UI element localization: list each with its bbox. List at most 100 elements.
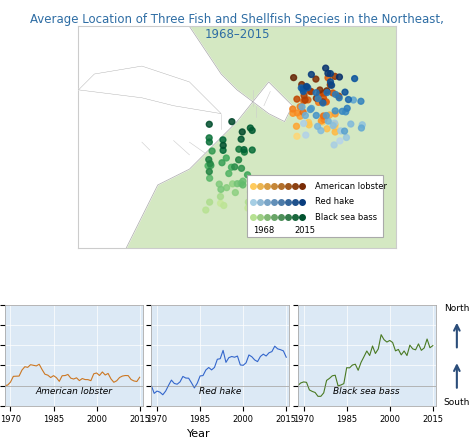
- Point: [332, 91, 339, 98]
- Text: South: South: [444, 398, 470, 407]
- Point: [298, 103, 306, 110]
- Point: [206, 175, 213, 182]
- Text: North: North: [444, 304, 470, 313]
- Point: [301, 97, 309, 104]
- Point: [327, 70, 334, 77]
- Polygon shape: [79, 66, 221, 114]
- Point: [206, 138, 213, 146]
- Point: [235, 146, 243, 153]
- Point: [305, 119, 312, 126]
- Point: [206, 198, 213, 206]
- Point: [229, 180, 237, 187]
- Point: [217, 193, 224, 200]
- Point: [302, 84, 310, 91]
- Point: [302, 131, 310, 138]
- Point: [308, 105, 315, 112]
- Point: [235, 156, 242, 163]
- Point: [338, 108, 346, 115]
- Point: [321, 98, 329, 105]
- Point: [323, 89, 331, 96]
- Point: [324, 74, 332, 81]
- Point: [316, 90, 323, 97]
- Point: [331, 122, 339, 129]
- Point: [322, 112, 330, 119]
- Point: [296, 113, 304, 120]
- Point: [244, 171, 251, 178]
- Point: [343, 134, 350, 141]
- Point: [330, 142, 338, 149]
- Point: [358, 124, 365, 131]
- Point: [217, 200, 224, 207]
- Point: [204, 162, 212, 169]
- Point: [223, 184, 230, 191]
- Point: [350, 97, 357, 104]
- Point: [307, 106, 314, 113]
- Point: [298, 81, 306, 88]
- Point: [217, 186, 225, 193]
- Polygon shape: [79, 26, 292, 248]
- Point: [345, 96, 352, 103]
- Point: [326, 112, 333, 119]
- Point: [220, 202, 228, 209]
- Point: [219, 136, 227, 143]
- Point: [351, 75, 358, 82]
- Text: Red hake: Red hake: [199, 387, 241, 396]
- Point: [319, 112, 327, 120]
- Point: [336, 74, 343, 81]
- Point: [343, 105, 351, 112]
- Text: Average Location of Three Fish and Shellfish Species in the Northeast, 1968–2015: Average Location of Three Fish and Shell…: [30, 13, 444, 41]
- Point: [323, 125, 331, 132]
- Point: [347, 120, 355, 127]
- Point: [206, 168, 213, 175]
- Point: [237, 180, 245, 187]
- Point: [232, 189, 239, 196]
- Point: [304, 97, 312, 104]
- Point: [303, 83, 310, 90]
- Point: [331, 125, 339, 132]
- Point: [231, 163, 238, 170]
- Point: [293, 133, 301, 140]
- Text: 1968: 1968: [253, 226, 274, 235]
- FancyBboxPatch shape: [246, 175, 383, 237]
- Point: [327, 78, 334, 86]
- Point: [248, 127, 256, 134]
- Point: [319, 118, 327, 125]
- Point: [329, 122, 337, 129]
- Point: [331, 107, 339, 114]
- Point: [331, 120, 338, 127]
- Point: [245, 198, 252, 206]
- Point: [342, 108, 349, 116]
- Point: [336, 138, 344, 145]
- Point: [219, 142, 227, 149]
- Point: [241, 149, 248, 156]
- Point: [328, 82, 336, 89]
- Point: [335, 93, 343, 100]
- Point: [240, 146, 248, 153]
- Point: [315, 99, 322, 106]
- Point: [305, 121, 313, 128]
- Point: [358, 121, 366, 128]
- Point: [300, 97, 308, 105]
- Point: [228, 164, 235, 171]
- Point: [244, 205, 252, 212]
- Point: [314, 123, 321, 130]
- Point: [228, 118, 236, 125]
- Point: [246, 124, 254, 131]
- Point: [296, 103, 304, 110]
- Point: [323, 87, 331, 94]
- Point: [331, 121, 338, 128]
- Point: [298, 84, 305, 91]
- Point: [329, 90, 337, 97]
- Point: [299, 86, 307, 93]
- Point: [238, 128, 246, 135]
- Point: [307, 88, 315, 95]
- Point: [222, 154, 230, 161]
- Point: [239, 178, 247, 185]
- Point: [246, 188, 254, 195]
- Point: [202, 206, 210, 213]
- Point: [312, 112, 320, 119]
- Point: [304, 84, 311, 91]
- Point: [331, 73, 339, 80]
- Point: [208, 147, 216, 154]
- Point: [327, 81, 334, 88]
